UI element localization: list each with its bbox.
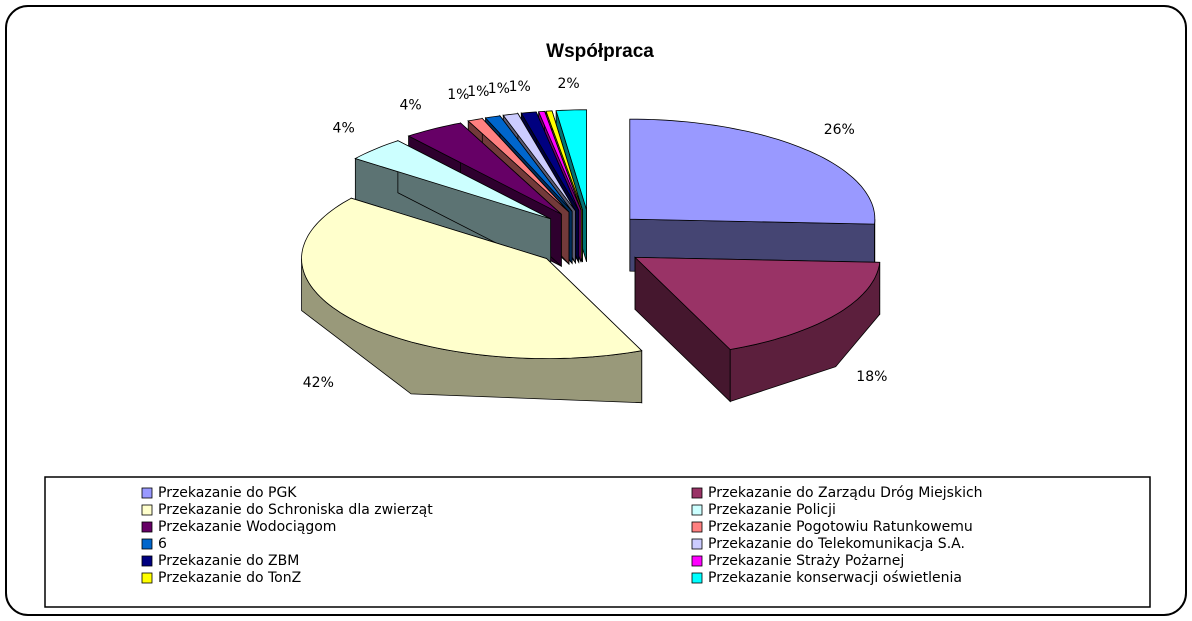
- legend-marker: [141, 504, 153, 516]
- legend-label: Przekazanie do PGK: [158, 485, 297, 501]
- data-label: 2%: [557, 76, 579, 92]
- slice: [484, 115, 573, 212]
- legend-label: Przekazanie Wodociągom: [158, 519, 336, 535]
- slice: [538, 110, 582, 211]
- slice: [555, 109, 588, 210]
- legend: Przekazanie do PGK Przekazanie do Zarządu…: [141, 485, 983, 586]
- data-label: 1%: [509, 79, 531, 95]
- legend-marker: [141, 487, 153, 499]
- slice: [520, 111, 580, 211]
- legend-label: Przekazanie Pogotowiu Ratunkowemu: [708, 519, 973, 535]
- legend-marker: [141, 572, 153, 584]
- data-label: 4%: [399, 97, 421, 113]
- legend-label: Przekazanie do Schroniska dla zwierząt: [158, 502, 433, 518]
- legend-label: Przekazanie konserwacji oświetlenia: [708, 570, 962, 586]
- legend-label: Przekazanie do Telekomunikacja S.A.: [708, 536, 965, 552]
- slice: [629, 118, 876, 225]
- pie: 26%18%42%4%4%1%1%1%1% 2%: [301, 76, 887, 404]
- legend-label: 6: [158, 536, 167, 552]
- legend-label: Przekazanie do ZBM: [158, 553, 299, 569]
- legend-marker: [691, 572, 703, 584]
- legend-marker: [691, 538, 703, 550]
- data-label: 1%: [447, 87, 469, 103]
- legend-marker: [141, 538, 153, 550]
- slice: [634, 256, 881, 350]
- data-label: 18%: [856, 369, 887, 385]
- slice: [407, 122, 562, 215]
- legend-marker: [691, 555, 703, 567]
- data-label: 1%: [488, 81, 510, 97]
- slice: [545, 110, 583, 211]
- slice: [354, 140, 551, 220]
- slice: [301, 197, 643, 360]
- legend-marker: [141, 555, 153, 567]
- legend-label: Przekazanie do Zarządu Dróg Miejskich: [708, 485, 983, 501]
- data-label: 1%: [467, 84, 489, 100]
- data-label: 42%: [303, 375, 334, 391]
- legend-box: [44, 476, 1151, 608]
- legend-marker: [141, 521, 153, 533]
- slice: [502, 113, 576, 212]
- slice: [467, 118, 570, 213]
- legend-marker: [691, 504, 703, 516]
- legend-label: Przekazanie Straży Pożarnej: [708, 553, 904, 569]
- legend-marker: [691, 521, 703, 533]
- legend-label: Przekazanie do TonZ: [158, 570, 301, 586]
- legend-marker: [691, 487, 703, 499]
- legend-label: Przekazanie Policji: [708, 502, 836, 518]
- data-label: 26%: [824, 122, 855, 138]
- data-label: 4%: [333, 120, 355, 136]
- chart-title: Współpraca: [546, 41, 654, 62]
